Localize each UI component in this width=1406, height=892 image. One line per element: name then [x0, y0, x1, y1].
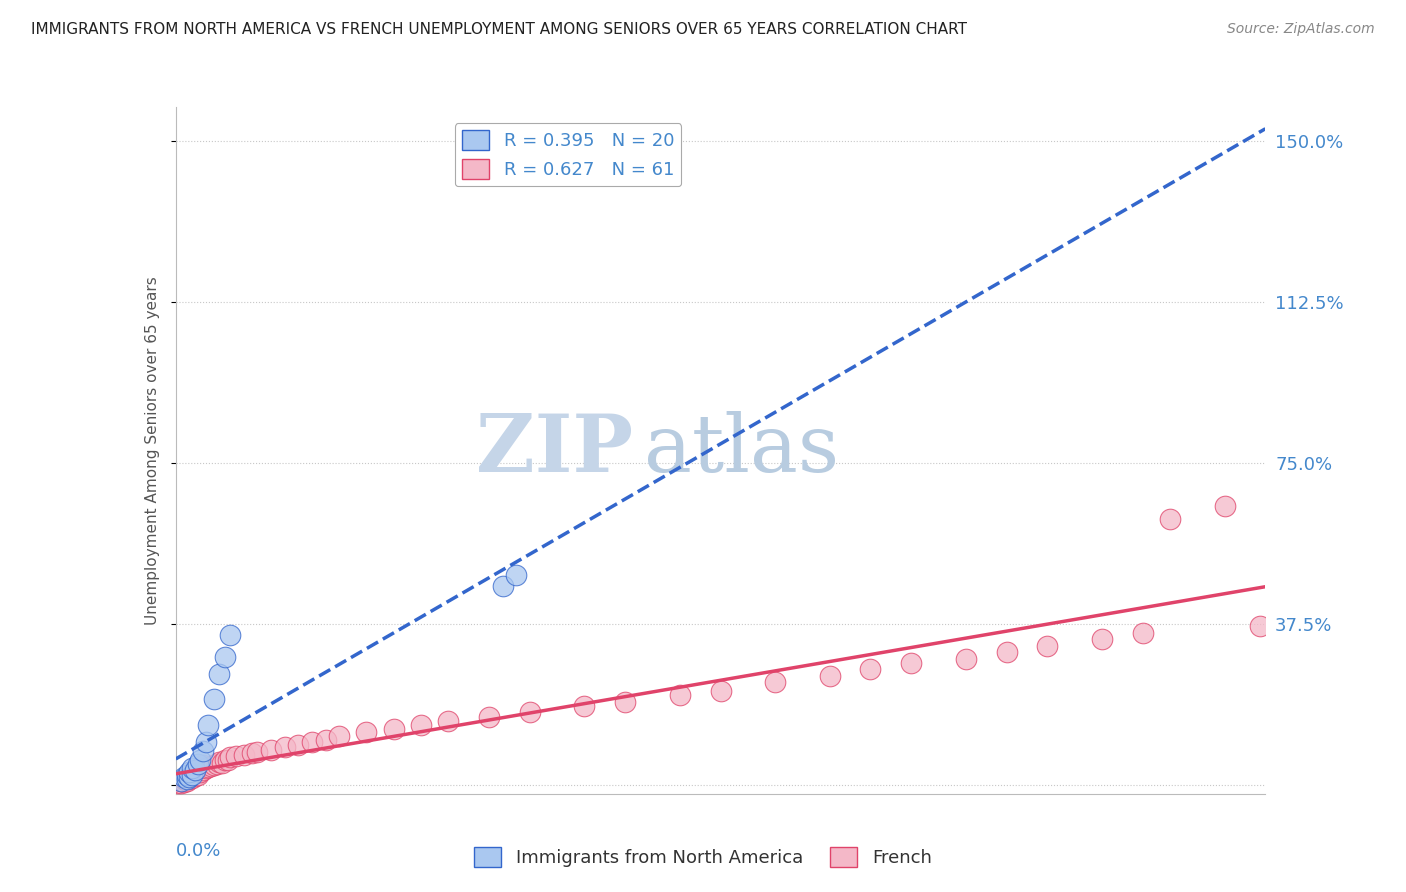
- Point: [167, 776, 190, 790]
- Y-axis label: Unemployment Among Seniors over 65 years: Unemployment Among Seniors over 65 years: [145, 277, 160, 624]
- Point: [191, 757, 214, 772]
- Point: [181, 761, 204, 775]
- Text: Source: ZipAtlas.com: Source: ZipAtlas.com: [1227, 22, 1375, 37]
- Point: [173, 775, 195, 789]
- Point: [197, 760, 219, 774]
- Point: [211, 756, 233, 770]
- Point: [437, 714, 460, 728]
- Point: [240, 746, 263, 760]
- Point: [188, 753, 211, 767]
- Point: [614, 695, 637, 709]
- Legend: Immigrants from North America, French: Immigrants from North America, French: [467, 839, 939, 874]
- Point: [217, 753, 239, 767]
- Point: [219, 750, 242, 764]
- Point: [214, 649, 236, 664]
- Point: [208, 666, 231, 681]
- Point: [274, 739, 297, 754]
- Point: [1159, 512, 1181, 526]
- Point: [574, 698, 596, 713]
- Point: [260, 743, 283, 757]
- Point: [492, 579, 515, 593]
- Point: [186, 767, 209, 781]
- Point: [328, 729, 350, 743]
- Text: ZIP: ZIP: [477, 411, 633, 490]
- Text: IMMIGRANTS FROM NORTH AMERICA VS FRENCH UNEMPLOYMENT AMONG SENIORS OVER 65 YEARS: IMMIGRANTS FROM NORTH AMERICA VS FRENCH …: [31, 22, 967, 37]
- Point: [176, 770, 198, 784]
- Point: [170, 774, 193, 789]
- Point: [519, 706, 541, 720]
- Point: [1249, 619, 1271, 633]
- Text: 0.0%: 0.0%: [176, 842, 221, 860]
- Point: [287, 738, 309, 752]
- Point: [191, 744, 214, 758]
- Point: [818, 669, 841, 683]
- Point: [181, 767, 204, 781]
- Point: [181, 771, 204, 785]
- Point: [409, 718, 432, 732]
- Point: [188, 765, 211, 780]
- Point: [188, 760, 211, 774]
- Point: [170, 776, 193, 790]
- Point: [1036, 639, 1059, 653]
- Point: [170, 774, 193, 789]
- Point: [181, 766, 204, 780]
- Point: [1091, 632, 1114, 647]
- Point: [173, 772, 195, 786]
- Point: [176, 774, 198, 789]
- Point: [301, 735, 323, 749]
- Point: [184, 769, 207, 783]
- Point: [763, 675, 786, 690]
- Point: [179, 770, 201, 784]
- Point: [179, 772, 201, 786]
- Point: [478, 709, 501, 723]
- Text: atlas: atlas: [644, 411, 839, 490]
- Point: [505, 568, 527, 582]
- Point: [186, 756, 209, 771]
- Legend: R = 0.395   N = 20, R = 0.627   N = 61: R = 0.395 N = 20, R = 0.627 N = 61: [454, 123, 682, 186]
- Point: [179, 765, 201, 780]
- Point: [1213, 500, 1236, 514]
- Point: [205, 756, 228, 771]
- Point: [176, 772, 198, 786]
- Point: [668, 688, 690, 702]
- Point: [202, 692, 225, 706]
- Point: [191, 764, 214, 778]
- Point: [202, 757, 225, 772]
- Point: [232, 748, 254, 763]
- Point: [184, 764, 207, 778]
- Point: [173, 770, 195, 784]
- Point: [995, 645, 1018, 659]
- Point: [200, 759, 222, 773]
- Point: [859, 662, 882, 676]
- Point: [214, 753, 236, 767]
- Point: [179, 767, 201, 781]
- Point: [382, 723, 405, 737]
- Point: [225, 749, 247, 764]
- Point: [955, 651, 977, 665]
- Point: [710, 683, 733, 698]
- Point: [194, 761, 217, 775]
- Point: [186, 762, 209, 776]
- Point: [176, 767, 198, 781]
- Point: [315, 733, 337, 747]
- Point: [208, 755, 231, 769]
- Point: [197, 718, 219, 732]
- Point: [900, 656, 922, 670]
- Point: [184, 764, 207, 779]
- Point: [219, 628, 242, 642]
- Point: [246, 745, 269, 759]
- Point: [1132, 626, 1154, 640]
- Point: [356, 724, 378, 739]
- Point: [194, 735, 217, 749]
